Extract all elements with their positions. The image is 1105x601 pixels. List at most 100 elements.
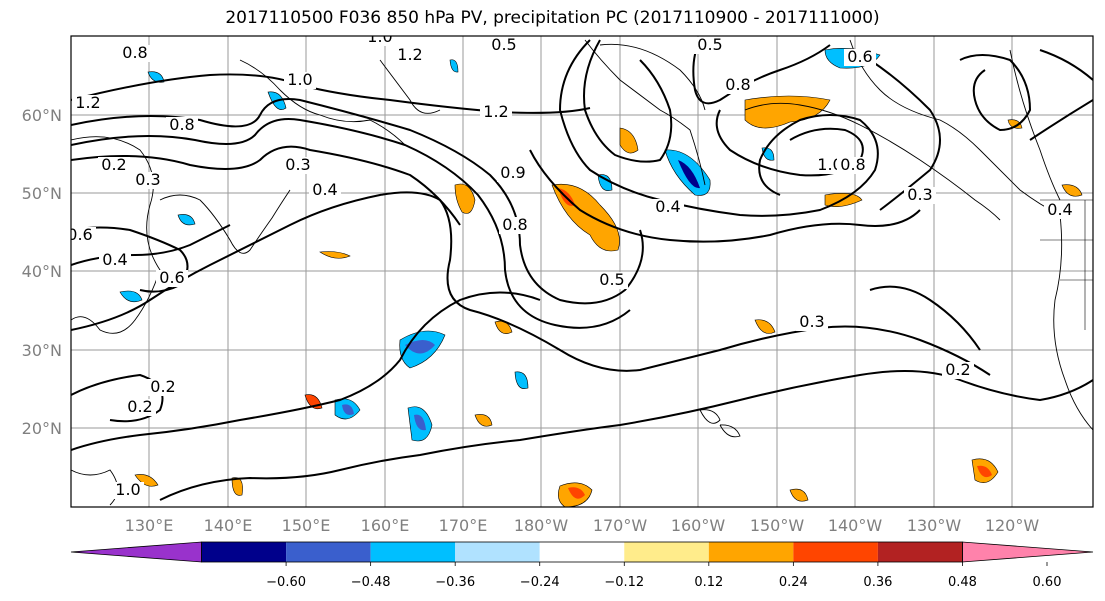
lon-label: 120°W <box>985 516 1040 535</box>
lon-label: 130°E <box>125 516 174 535</box>
contour-label: 1.0 <box>367 27 392 46</box>
contour-label-bg <box>98 157 130 174</box>
contour-label: 0.6 <box>67 225 92 244</box>
contour-label: 0.3 <box>799 312 824 331</box>
precip-patch-negative <box>119 290 143 303</box>
map-frame <box>70 35 1094 508</box>
lat-label: 30°N <box>22 341 62 360</box>
contour-label: 1.0 <box>287 70 312 89</box>
contour-label-bg <box>499 217 531 234</box>
colorbar-swatch <box>877 542 963 562</box>
lat-label: 50°N <box>22 184 62 203</box>
colorbar-swatch <box>201 542 287 562</box>
contour-label: 0.4 <box>1047 200 1072 219</box>
precip-patch-positive <box>568 487 585 499</box>
colorbar-swatch <box>455 542 540 562</box>
lat-label: 60°N <box>22 106 62 125</box>
colorbar-tick-label: −0.48 <box>351 575 391 590</box>
contour-label-bg <box>282 157 314 174</box>
contour-label-bg <box>119 45 151 62</box>
precip-patch-positive <box>1061 184 1083 197</box>
contour-label-bg <box>309 182 341 199</box>
precip-patch-positive <box>1007 119 1023 129</box>
precip-patch-negative <box>514 371 529 389</box>
precip-patch-positive <box>754 319 776 334</box>
precip-patch-positive <box>319 251 351 259</box>
longitude-labels: 130°E 140°E 150°E 160°E 170°E 180°W 170°W 160°W… <box>125 516 1040 535</box>
colorbar-swatch <box>624 542 709 562</box>
lon-label: 160°W <box>671 516 726 535</box>
contour-label: 0.5 <box>599 270 624 289</box>
contour-label: 0.2 <box>101 155 126 174</box>
contour-labels: 0.81.01.21.21.01.20.50.60.80.80.50.30.40… <box>67 27 1076 499</box>
lon-label: 130°W <box>907 516 962 535</box>
colorbar-swatch <box>286 542 371 562</box>
contour-label: 0.2 <box>127 397 152 416</box>
colorbar: −0.60 −0.48 −0.36 −0.24 −0.12 0.12 0.24 0.36 0.4… <box>70 541 1094 590</box>
contour-label-bg <box>596 272 628 289</box>
contour-label: 0.8 <box>840 155 865 174</box>
contour-label: 0.6 <box>159 268 184 287</box>
colorbar-tick-label: 0.12 <box>694 575 723 590</box>
contour-label-bg <box>694 37 726 54</box>
contour-label: 1.2 <box>397 45 422 64</box>
contour-label-bg <box>394 47 426 64</box>
contour-label-bg <box>284 72 316 89</box>
contour-label-bg <box>147 379 179 396</box>
contour-label: 0.3 <box>907 185 932 204</box>
lon-label: 160°E <box>361 516 410 535</box>
precip-patch-positive <box>789 488 809 502</box>
contour-label-bg <box>124 399 156 416</box>
contour-label-bg <box>488 37 520 54</box>
contour-label-bg <box>1044 202 1076 219</box>
contour-label: 1.0 <box>115 480 140 499</box>
contour-label: 0.5 <box>697 35 722 54</box>
precip-patch-negative <box>449 59 459 73</box>
precip-patch-positive <box>619 127 639 154</box>
contour-label-bg <box>480 104 512 121</box>
precip-patch-negative <box>405 340 435 354</box>
colorbar-tick-label: 0.36 <box>863 575 892 590</box>
precip-patch-negative <box>678 160 700 189</box>
precip-patch-negative <box>342 404 354 415</box>
lon-label: 150°W <box>750 516 805 535</box>
contour-label-bg <box>722 77 754 94</box>
colorbar-tick-label: 0.24 <box>779 575 808 590</box>
contour-label: 1.2 <box>483 102 508 121</box>
pv-contours <box>71 39 1093 501</box>
colorbar-swatch <box>370 542 456 562</box>
contour-label: 0.2 <box>150 377 175 396</box>
contour-label-bg <box>844 49 876 66</box>
country-borders <box>1040 199 1093 330</box>
precip-patch-negative <box>177 214 196 226</box>
precip-patch-negative <box>147 71 165 83</box>
contour-label: 1.2 <box>75 93 100 112</box>
precip-patch-negative <box>597 174 613 191</box>
contour-label-bg <box>796 314 828 331</box>
contour-label-bg <box>166 117 198 134</box>
colorbar-tick-label: 0.60 <box>1033 575 1062 590</box>
contour-label-bg <box>364 36 396 46</box>
contour-label-bg <box>837 157 869 174</box>
map-title: 2017110500 F036 850 hPa PV, precipitatio… <box>225 8 880 28</box>
contour-label: 0.4 <box>102 250 127 269</box>
colorbar-outline <box>201 541 963 563</box>
contour-label-bg <box>112 482 144 499</box>
contour-label: 0.3 <box>135 170 160 189</box>
contour-label: 1.0 <box>817 155 842 174</box>
contour-label-bg <box>942 362 974 379</box>
contour-label-bg <box>132 172 164 189</box>
latitude-labels: 60°N 50°N 40°N 30°N 20°N <box>22 106 62 438</box>
colorbar-tick-label: −0.12 <box>604 575 644 590</box>
lon-label: 180°W <box>514 516 569 535</box>
colorbar-tick-label: 0.48 <box>948 575 977 590</box>
lon-label: 170°W <box>593 516 648 535</box>
contour-label: 0.2 <box>945 360 970 379</box>
contour-label-bg <box>71 227 96 244</box>
contour-label-bg <box>72 95 104 112</box>
colorbar-tick-label: −0.24 <box>520 575 560 590</box>
lon-label: 170°E <box>439 516 488 535</box>
precip-patch-positive <box>474 414 493 427</box>
contour-label: 0.8 <box>122 43 147 62</box>
